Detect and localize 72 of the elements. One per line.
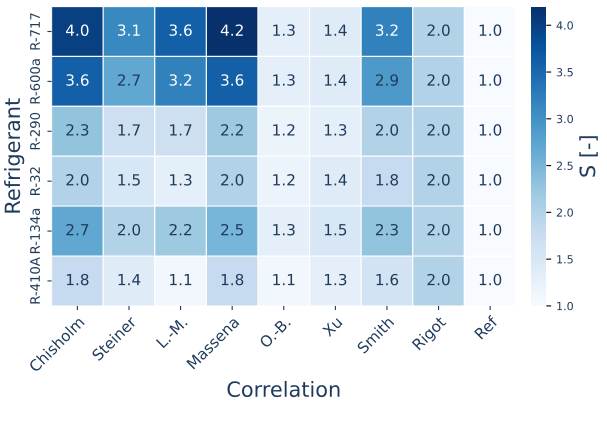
data-label: 2.0 <box>376 124 398 136</box>
y-tick-label: R-134a <box>30 208 40 254</box>
data-label: 2.0 <box>118 224 140 236</box>
color-bar-label: 2.5 <box>556 162 573 170</box>
data-label: 1.1 <box>170 274 192 286</box>
data-label: 2.7 <box>66 224 88 236</box>
data-label: 1.8 <box>66 274 88 286</box>
data-label: 1.6 <box>376 274 398 286</box>
data-label: 2.2 <box>170 224 192 236</box>
data-label: 3.2 <box>376 24 398 36</box>
data-label: 1.8 <box>222 274 244 286</box>
data-label: 3.2 <box>170 74 192 86</box>
data-label: 2.0 <box>428 24 450 36</box>
data-label: 1.4 <box>324 74 347 86</box>
data-label: 3.1 <box>118 24 140 36</box>
data-label: 1.4 <box>324 24 347 36</box>
data-label: 2.0 <box>428 274 450 286</box>
y-tick-label: R-32 <box>30 167 40 195</box>
color-bar-label: 3.5 <box>556 68 573 76</box>
data-label: 1.4 <box>118 274 140 286</box>
data-label: 2.5 <box>221 224 243 236</box>
data-label: 1.0 <box>480 174 502 186</box>
x-axis-title: Correlation <box>228 380 340 398</box>
y-tick-label: R-410A <box>30 257 40 304</box>
y-tick-label: R-600a <box>30 59 40 104</box>
data-label: 1.2 <box>273 174 294 186</box>
data-label: 4.0 <box>66 24 89 36</box>
data-label: 1.8 <box>376 174 398 186</box>
data-label: 1.0 <box>480 124 502 136</box>
data-label: 2.2 <box>221 124 243 136</box>
y-tick-label: R-290 <box>30 112 40 150</box>
data-label: 1.3 <box>273 224 295 236</box>
data-label: 1.3 <box>170 174 192 186</box>
y-tick-label: R-717 <box>30 13 40 50</box>
color-bar-label: 3.0 <box>556 114 573 124</box>
y-axis-title: Refrigerant <box>4 98 24 213</box>
data-label: 2.3 <box>66 124 88 136</box>
data-label: 2.0 <box>428 224 450 236</box>
data-label: 1.3 <box>324 124 346 136</box>
data-label: 2.0 <box>428 174 450 186</box>
x-tick-label: Ref <box>474 314 499 340</box>
data-label: 1.1 <box>273 274 295 286</box>
data-label: 3.6 <box>221 74 244 86</box>
data-label: 1.3 <box>273 74 295 86</box>
data-label: 1.5 <box>324 224 346 236</box>
color-bar-label: 1.5 <box>557 255 573 264</box>
x-tick-label: Xu <box>322 316 343 338</box>
data-label: 2.0 <box>221 174 244 186</box>
data-label: 2.0 <box>428 124 450 136</box>
color-bar-label: 1.0 <box>557 302 573 310</box>
data-label: 1.0 <box>480 24 502 36</box>
data-label: 2.9 <box>376 74 398 86</box>
data-label: 1.0 <box>480 224 502 236</box>
data-label: 1.7 <box>118 124 140 136</box>
data-label: 4.2 <box>220 24 243 36</box>
data-label: 1.7 <box>170 124 192 136</box>
data-label: 1.5 <box>118 174 140 186</box>
data-label: 2.3 <box>376 224 398 236</box>
data-label: 3.6 <box>170 24 192 36</box>
data-label: 3.6 <box>66 74 89 86</box>
color-bar-label: 2.0 <box>556 208 573 217</box>
data-label: 1.3 <box>324 274 346 286</box>
data-label: 1.0 <box>480 74 502 86</box>
data-label: 2.0 <box>66 174 89 186</box>
color-bar-title: S̄ [-] <box>579 136 598 177</box>
data-label: 2.0 <box>428 74 450 86</box>
data-label: 1.2 <box>273 124 294 136</box>
data-label: 1.0 <box>480 274 502 286</box>
data-label: 1.3 <box>273 24 295 36</box>
data-label: 1.4 <box>324 174 347 186</box>
color-bar-label: 4.0 <box>556 21 573 30</box>
data-label: 2.7 <box>118 74 140 86</box>
